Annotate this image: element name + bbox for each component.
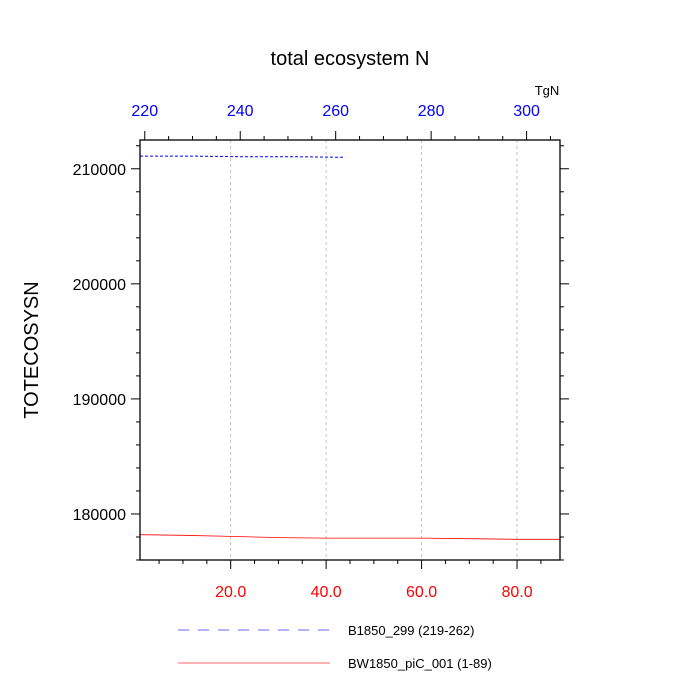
- grid-lines: [230, 140, 518, 560]
- y-axis-label: TOTECOSYSN: [21, 281, 43, 418]
- axes: 180000 190000 200000 210000 20.0 40.0 60.0 80.0…: [73, 103, 569, 601]
- units-label: TgN: [535, 83, 560, 98]
- x-tick-label-bottom: 20.0: [215, 584, 246, 601]
- data-series: [139, 155, 560, 540]
- series-line: [139, 534, 560, 540]
- x-tick-label-top: 280: [418, 103, 445, 120]
- y-tick-label: 190000: [73, 392, 126, 409]
- y-tick-label: 200000: [73, 277, 126, 294]
- x-tick-label-bottom: 40.0: [311, 584, 342, 601]
- legend: B1850_299 (219-262) BW1850_piC_001 (1-89): [178, 623, 492, 671]
- x-tick-label-bottom: 60.0: [406, 584, 437, 601]
- x-tick-label-bottom: 80.0: [501, 584, 532, 601]
- x-tick-label-top: 260: [322, 103, 349, 120]
- legend-label: B1850_299 (219-262): [348, 623, 475, 638]
- x-tick-label-top: 300: [513, 103, 540, 120]
- y-tick-label: 210000: [73, 162, 126, 179]
- legend-label: BW1850_piC_001 (1-89): [348, 656, 492, 671]
- x-tick-label-top: 240: [227, 103, 254, 120]
- x-tick-label-top: 220: [131, 103, 158, 120]
- plot-frame: [139, 139, 561, 561]
- y-tick-label: 180000: [73, 507, 126, 524]
- series-line: [140, 155, 346, 158]
- chart-title: total ecosystem N: [271, 48, 430, 70]
